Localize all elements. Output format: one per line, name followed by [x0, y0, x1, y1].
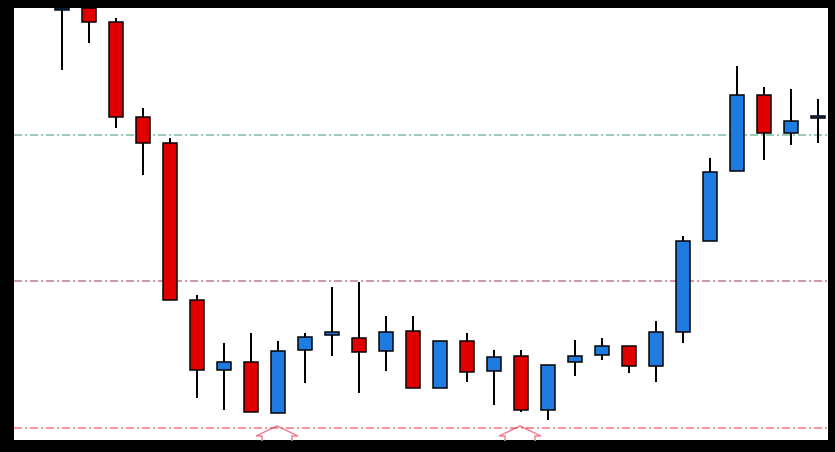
candle-body [513, 355, 529, 411]
candle-body [81, 7, 97, 23]
candle-body [405, 330, 421, 389]
candle-body [189, 299, 205, 371]
candle-body [324, 331, 340, 336]
candle-body [702, 171, 718, 242]
plot-area [14, 8, 828, 440]
candle-body [783, 120, 799, 134]
candle-body [243, 361, 259, 413]
candle-body [459, 340, 475, 373]
candle-body [54, 7, 70, 11]
arrow-markers [255, 425, 542, 442]
candle-body [216, 361, 232, 371]
candle-body [486, 356, 502, 372]
candle-body [729, 94, 745, 172]
candle-body [351, 337, 367, 353]
candle-body [756, 94, 772, 134]
candle-body [297, 336, 313, 351]
arrow [255, 425, 299, 442]
candle-body [135, 116, 151, 144]
candle-body [675, 240, 691, 333]
frame [3, 0, 835, 449]
candle-body [567, 355, 583, 363]
candle-body [594, 345, 610, 356]
candle-body [378, 331, 394, 352]
candle-body [108, 21, 124, 118]
candle-body [810, 115, 826, 119]
candle-body [162, 142, 178, 301]
candle-body [621, 345, 637, 367]
candle-body [648, 331, 664, 367]
candle-body [432, 340, 448, 389]
arrow [498, 425, 542, 442]
candle-body [540, 364, 556, 411]
candle-body [270, 350, 286, 414]
